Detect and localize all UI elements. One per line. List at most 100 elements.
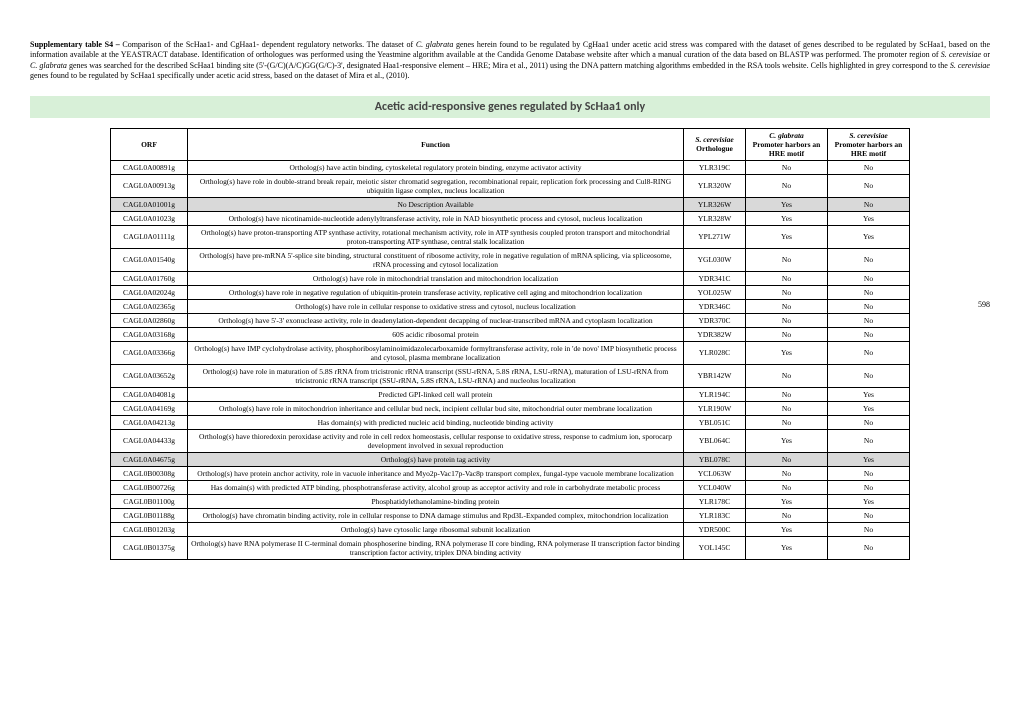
orthologue-cell: YBR142W — [684, 364, 746, 387]
table-row: CAGL0A03652gOrtholog(s) have role in mat… — [111, 364, 910, 387]
sc-hre-cell: No — [828, 327, 910, 341]
orthologue-cell: YCL063W — [684, 466, 746, 480]
orf-cell: CAGL0A03366g — [111, 341, 188, 364]
sc-hre-cell: No — [828, 480, 910, 494]
function-cell: Ortholog(s) have proton-transporting ATP… — [188, 225, 684, 248]
function-cell: Ortholog(s) have protein tag activity — [188, 452, 684, 466]
gene-table: ORF Function S. cerevisiae Orthologue C.… — [110, 128, 910, 560]
sc-hre-cell: Yes — [828, 225, 910, 248]
col-sc: S. cerevisiae Promoter harbors an HRE mo… — [828, 128, 910, 160]
orf-cell: CAGL0A02365g — [111, 299, 188, 313]
sc-hre-cell: No — [828, 271, 910, 285]
sc-hre-cell: No — [828, 160, 910, 174]
section-header: Acetic acid-responsive genes regulated b… — [30, 96, 990, 118]
table-row: CAGL0A01001gNo Description AvailableYLR3… — [111, 197, 910, 211]
sc-hre-cell: No — [828, 197, 910, 211]
cg-hre-cell: No — [746, 299, 828, 313]
orf-cell: CAGL0A01023g — [111, 211, 188, 225]
sc-hre-cell: Yes — [828, 494, 910, 508]
caption-italic-2: S. cerevisiae — [941, 50, 981, 59]
caption-text-1: Comparison of the ScHaa1- and CgHaa1- de… — [122, 40, 415, 49]
orf-cell: CAGL0A00891g — [111, 160, 188, 174]
table-row: CAGL0A01111gOrtholog(s) have proton-tran… — [111, 225, 910, 248]
table-row: CAGL0A02365gOrtholog(s) have role in cel… — [111, 299, 910, 313]
cg-hre-cell: Yes — [746, 429, 828, 452]
sc-hre-cell: Yes — [828, 452, 910, 466]
sc-hre-cell: Yes — [828, 211, 910, 225]
orthologue-cell: YLR319C — [684, 160, 746, 174]
function-cell: Ortholog(s) have protein anchor activity… — [188, 466, 684, 480]
function-cell: Ortholog(s) have nicotinamide-nucleotide… — [188, 211, 684, 225]
orf-cell: CAGL0A01540g — [111, 248, 188, 271]
cg-hre-cell: No — [746, 174, 828, 197]
cg-hre-cell: No — [746, 327, 828, 341]
cg-hre-cell: No — [746, 160, 828, 174]
orthologue-cell: YBL051C — [684, 415, 746, 429]
cg-hre-cell: No — [746, 313, 828, 327]
function-cell: Ortholog(s) have RNA polymerase II C-ter… — [188, 536, 684, 559]
function-cell: Ortholog(s) have thioredoxin peroxidase … — [188, 429, 684, 452]
table-row: CAGL0A01023gOrtholog(s) have nicotinamid… — [111, 211, 910, 225]
cg-hre-cell: Yes — [746, 341, 828, 364]
orf-cell: CAGL0A02024g — [111, 285, 188, 299]
orthologue-cell: YDR370C — [684, 313, 746, 327]
col-cg-sp: C. glabrata — [769, 131, 804, 140]
orthologue-cell: YDR500C — [684, 522, 746, 536]
sc-hre-cell: No — [828, 429, 910, 452]
orthologue-cell: YLR190W — [684, 401, 746, 415]
orf-cell: CAGL0B00726g — [111, 480, 188, 494]
orf-cell: CAGL0B01100g — [111, 494, 188, 508]
function-cell: Ortholog(s) have role in double-strand b… — [188, 174, 684, 197]
orf-cell: CAGL0A04169g — [111, 401, 188, 415]
orf-cell: CAGL0B00308g — [111, 466, 188, 480]
function-cell: Ortholog(s) have role in mitochondrion i… — [188, 401, 684, 415]
table-row: CAGL0B00726gHas domain(s) with predicted… — [111, 480, 910, 494]
caption-italic-1: C. glabrata — [416, 40, 454, 49]
orf-cell: CAGL0B01203g — [111, 522, 188, 536]
caption-text-5: genes found to be regulated by ScHaa1 sp… — [30, 71, 409, 80]
caption-text-3: or — [981, 50, 990, 59]
orthologue-cell: YDR341C — [684, 271, 746, 285]
function-cell: Ortholog(s) have cytosolic large ribosom… — [188, 522, 684, 536]
function-cell: Ortholog(s) have role in mitochondrial t… — [188, 271, 684, 285]
orf-cell: CAGL0A01111g — [111, 225, 188, 248]
function-cell: Ortholog(s) have role in cellular respon… — [188, 299, 684, 313]
table-row: CAGL0A03366gOrtholog(s) have IMP cyclohy… — [111, 341, 910, 364]
table-row: CAGL0A04433gOrtholog(s) have thioredoxin… — [111, 429, 910, 452]
sc-hre-cell: No — [828, 313, 910, 327]
orf-cell: CAGL0A01760g — [111, 271, 188, 285]
sc-hre-cell: No — [828, 364, 910, 387]
orf-cell: CAGL0A01001g — [111, 197, 188, 211]
cg-hre-cell: No — [746, 466, 828, 480]
orthologue-cell: YBL078C — [684, 452, 746, 466]
sc-hre-cell: No — [828, 341, 910, 364]
cg-hre-cell: Yes — [746, 536, 828, 559]
table-row: CAGL0A04675gOrtholog(s) have protein tag… — [111, 452, 910, 466]
function-cell: Ortholog(s) have role in maturation of 5… — [188, 364, 684, 387]
sc-hre-cell: No — [828, 536, 910, 559]
table-row: CAGL0A01760gOrtholog(s) have role in mit… — [111, 271, 910, 285]
sc-hre-cell: No — [828, 415, 910, 429]
orf-cell: CAGL0A02860g — [111, 313, 188, 327]
function-cell: 60S acidic ribosomal protein — [188, 327, 684, 341]
col-orf: ORF — [111, 128, 188, 160]
cg-hre-cell: No — [746, 248, 828, 271]
cg-hre-cell: No — [746, 452, 828, 466]
orf-cell: CAGL0B01188g — [111, 508, 188, 522]
cg-hre-cell: No — [746, 415, 828, 429]
col-cg-lbl: Promoter harbors an HRE motif — [753, 140, 821, 158]
cg-hre-cell: Yes — [746, 225, 828, 248]
table-row: CAGL0A01540gOrtholog(s) have pre-mRNA 5'… — [111, 248, 910, 271]
function-cell: Ortholog(s) have pre-mRNA 5'-splice site… — [188, 248, 684, 271]
function-cell: Ortholog(s) have actin binding, cytoskel… — [188, 160, 684, 174]
cg-hre-cell: No — [746, 508, 828, 522]
function-cell: Has domain(s) with predicted nucleic aci… — [188, 415, 684, 429]
cg-hre-cell: No — [746, 364, 828, 387]
col-function: Function — [188, 128, 684, 160]
orthologue-cell: YPL271W — [684, 225, 746, 248]
table-row: CAGL0A04169gOrtholog(s) have role in mit… — [111, 401, 910, 415]
table-row: CAGL0A04081gPredicted GPI-linked cell wa… — [111, 387, 910, 401]
orf-cell: CAGL0B01375g — [111, 536, 188, 559]
page-label: 598 — [978, 300, 990, 309]
col-ortho-sp: S. cerevisiae — [695, 135, 733, 144]
